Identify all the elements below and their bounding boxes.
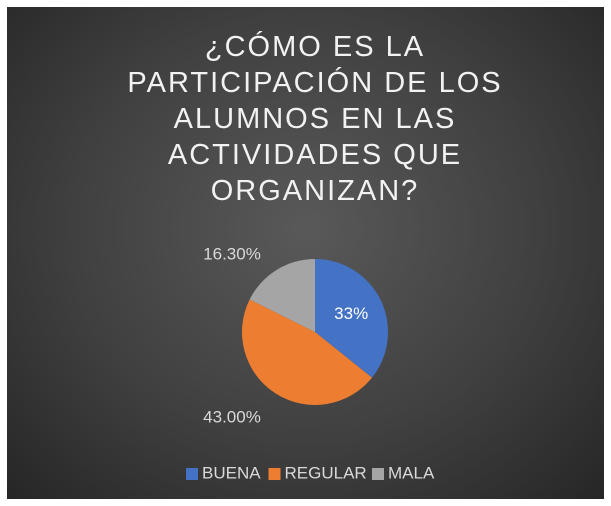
legend-swatch [268, 468, 281, 480]
legend-label: REGULAR [285, 463, 367, 482]
legend-label: MALA [388, 463, 435, 482]
pie-slice [315, 259, 388, 378]
pie-slice [242, 299, 372, 405]
data-label: 43.00% [203, 407, 261, 426]
legend-swatch [186, 468, 198, 480]
legend-label: BUENA [202, 463, 261, 482]
chart: 33% 43.00% 16.30% BUENA REGULAR MALA [186, 244, 435, 482]
legend-swatch [372, 468, 384, 480]
data-label: 33% [334, 304, 368, 323]
data-label: 16.30% [203, 244, 261, 263]
pie-slice [249, 259, 315, 332]
chart-area: ¿CÓMO ES LA PARTICIPACIÓN DE LOS ALUMNOS… [7, 7, 604, 499]
chart-title: ¿CÓMO ES LA PARTICIPACIÓN DE LOS ALUMNOS… [127, 31, 503, 207]
